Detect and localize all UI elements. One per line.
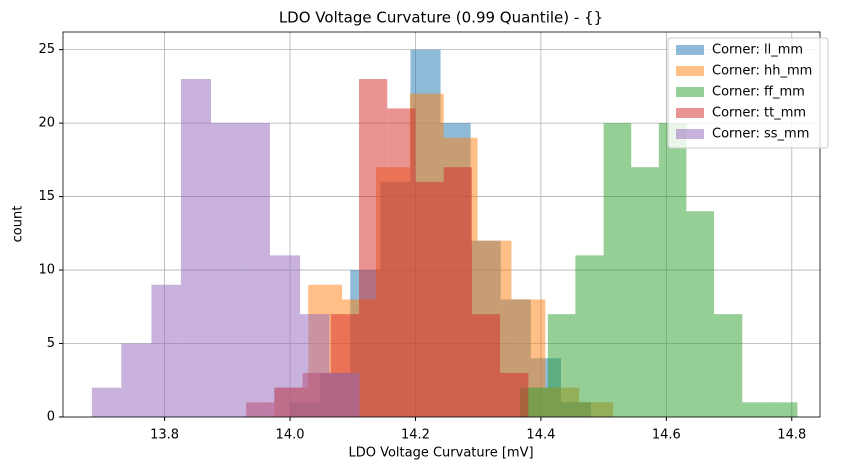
legend-label: Corner: ff_mm [712,85,805,100]
y-tick-label: 10 [38,263,55,278]
bar [547,314,576,417]
legend-swatch [676,66,704,76]
y-tick-label: 5 [47,336,55,351]
bar [91,387,122,417]
x-axis-label: LDO Voltage Curvature [mV] [348,446,533,461]
bar [329,372,360,417]
bar [387,108,416,417]
x-tick-label: 14.4 [526,428,555,443]
y-tick-label: 0 [47,410,55,425]
x-tick-label: 14.6 [652,428,681,443]
bar [631,167,659,417]
legend-swatch [676,87,704,97]
x-tick-label: 13.8 [150,428,179,443]
bar [240,123,270,417]
legend-label: Corner: ss_mm [712,127,809,142]
x-tick-label: 14.8 [777,428,806,443]
bar [359,79,388,418]
y-tick-label: 25 [38,42,55,57]
bar [575,255,604,417]
bar [121,343,152,417]
y-axis-label: count [11,206,26,243]
bar [769,402,798,417]
legend: Corner: ll_mm Corner: hh_mm Corner: ff_mm C… [667,37,829,149]
legend-swatch [676,108,704,118]
bar [603,123,632,417]
bar [742,402,770,417]
bar [500,372,529,417]
bar [686,211,715,417]
plot-frame [62,31,821,418]
legend-label: Corner: hh_mm [712,64,812,79]
y-tick-label: 15 [38,189,55,204]
bar [443,167,472,417]
bar [658,123,687,417]
bar [714,314,743,417]
legend-label: Corner: ll_mm [712,43,803,58]
bar [269,255,301,417]
bar [300,314,330,417]
bars [91,49,798,418]
bar [211,123,241,417]
bar [151,284,181,417]
x-tick-label: 14.0 [276,428,305,443]
y-tick-label: 20 [38,116,55,131]
legend-swatch [676,45,704,55]
legend-frame [667,37,829,149]
bar [415,181,444,417]
bar [471,314,501,417]
legend-label: Corner: tt_mm [712,106,806,121]
x-tick-label: 14.2 [401,428,430,443]
bar [180,79,212,418]
legend-swatch [676,129,704,139]
chart-title: LDO Voltage Curvature (0.99 Quantile) - … [279,9,603,27]
